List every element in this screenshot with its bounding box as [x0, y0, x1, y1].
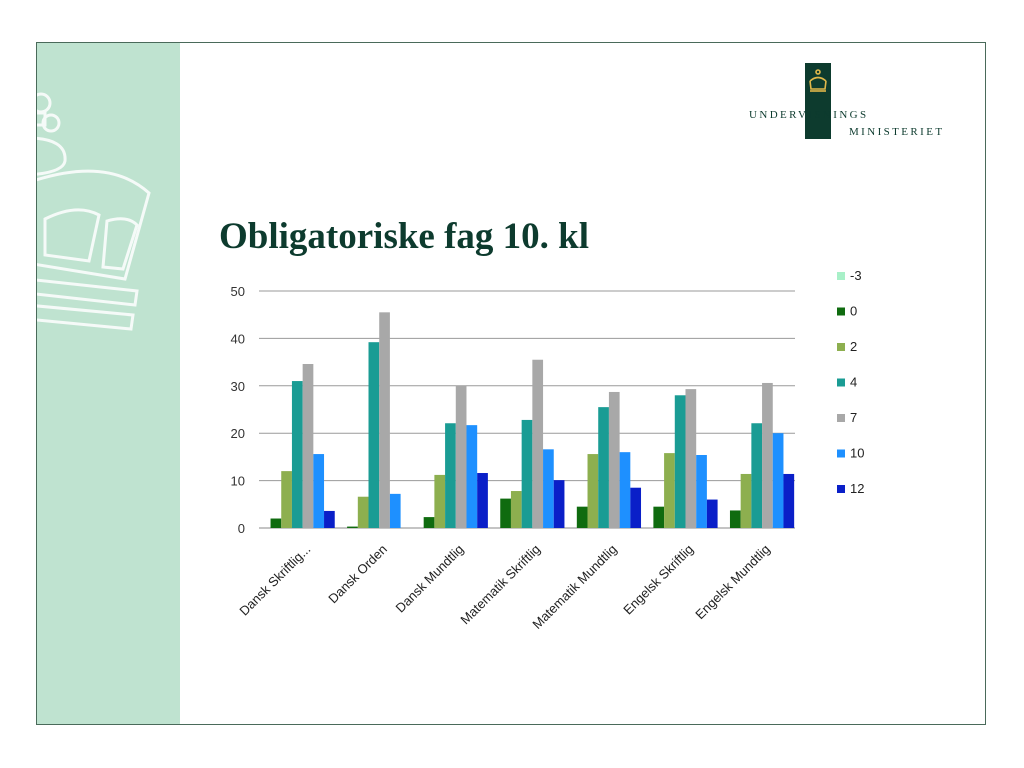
bar [379, 312, 390, 528]
bar [543, 449, 554, 528]
bar [576, 506, 588, 528]
y-tick-label: 0 [238, 521, 245, 536]
y-tick-label: 20 [231, 426, 245, 441]
bar [291, 381, 303, 528]
x-category-label: Dansk Orden [325, 542, 390, 607]
bar [434, 474, 446, 528]
y-tick-label: 40 [231, 331, 245, 346]
bar [685, 389, 697, 528]
bar [281, 471, 292, 528]
legend-swatch [837, 272, 845, 280]
legend-label: 10 [850, 446, 864, 461]
ministry-logo: UNDERVISNINGS MINISTERIET [749, 63, 985, 143]
legend-swatch [837, 485, 845, 493]
bar [466, 425, 478, 528]
bar [740, 473, 752, 528]
bar [347, 526, 358, 528]
legend-swatch [837, 343, 845, 351]
bar [598, 407, 609, 528]
legend-swatch [837, 414, 845, 422]
logo-text-line1: UNDERVISNINGS [749, 109, 869, 121]
bar [368, 342, 380, 528]
side-band [37, 43, 180, 724]
legend-label: 0 [850, 304, 857, 319]
bar [521, 419, 533, 528]
x-category-label: Engelsk Skriftlig [620, 542, 696, 618]
x-category-label: Dansk Mundtlig [393, 542, 467, 616]
x-category-label: Matematik Mundtlig [529, 542, 619, 632]
y-tick-label: 50 [231, 284, 245, 299]
crown-emblem [805, 63, 831, 139]
bar [772, 433, 784, 528]
bar [357, 496, 369, 528]
bar [630, 487, 642, 528]
bar [477, 473, 488, 528]
legend-swatch [837, 449, 845, 458]
bar [664, 453, 675, 528]
bar [587, 454, 599, 528]
bar [751, 423, 763, 528]
slide-title: Obligatoriske fag 10. kl [219, 216, 590, 257]
bar [674, 395, 686, 528]
legend-label: 2 [850, 339, 857, 354]
crown-icon [809, 69, 827, 92]
x-category-label: Matematik Skriftlig [457, 542, 543, 628]
bar [500, 498, 511, 528]
y-tick-label: 30 [231, 379, 245, 394]
slide: UNDERVISNINGS MINISTERIET Obligatoriske … [36, 42, 986, 725]
bar [313, 454, 325, 528]
bar [510, 491, 522, 528]
x-category-label: Engelsk Mundtlig [692, 542, 773, 623]
bar [696, 455, 707, 528]
legend-swatch [837, 307, 845, 316]
legend-label: 4 [850, 375, 857, 390]
bar [653, 506, 665, 528]
legend-swatch [837, 378, 845, 387]
bar [729, 510, 741, 528]
bar [532, 359, 544, 528]
bar [270, 518, 282, 528]
legend-label: 7 [850, 410, 857, 425]
bar [389, 493, 401, 528]
bar [619, 452, 631, 528]
legend-label: -3 [850, 268, 862, 283]
x-category-label: Dansk Skriftlig... [236, 542, 313, 619]
legend-label: 12 [850, 481, 864, 496]
bar [553, 480, 565, 528]
bar [608, 391, 620, 528]
bar [706, 499, 718, 528]
bar [783, 473, 795, 528]
bar [324, 510, 335, 528]
crown-watermark-icon [37, 92, 151, 331]
bar [455, 385, 467, 528]
bar [445, 423, 456, 528]
bar [762, 382, 773, 528]
y-tick-label: 10 [231, 474, 245, 489]
logo-text-line2: MINISTERIET [849, 126, 945, 138]
bar [302, 364, 314, 528]
bar [423, 517, 435, 528]
